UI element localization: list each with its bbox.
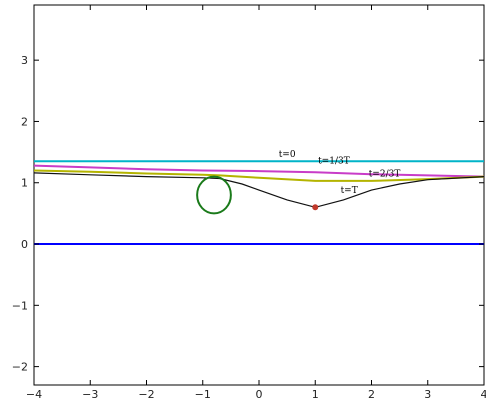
y-tick-label: 2 — [21, 115, 28, 128]
x-tick-label: −4 — [26, 388, 42, 401]
curve-label-2: t=2/3T — [369, 170, 401, 180]
x-tick-label: 3 — [424, 388, 431, 401]
curve-label-3: t=T — [341, 186, 358, 196]
plot-area — [33, 4, 485, 386]
x-tick-label: −2 — [138, 388, 154, 401]
x-tick-label: 1 — [312, 388, 319, 401]
curve-label-0: t=0 — [279, 150, 296, 160]
y-tick-label: 1 — [21, 177, 28, 190]
x-tick-label: 4 — [481, 388, 486, 401]
y-tick-label: −2 — [12, 361, 28, 374]
x-tick-label: 2 — [368, 388, 375, 401]
point-marker — [312, 204, 319, 211]
x-tick-label: 0 — [256, 388, 263, 401]
series-line-2 — [33, 169, 485, 182]
series-lines — [33, 160, 485, 245]
series-line-3 — [33, 172, 485, 208]
y-tick-label: 3 — [21, 54, 28, 67]
x-tick-label: −3 — [82, 388, 98, 401]
series-line-1 — [33, 164, 485, 178]
y-tick-label: 0 — [21, 238, 28, 251]
annotations: t=0 t=1/3T t=2/3T t=T — [196, 150, 401, 215]
circle-marker — [196, 175, 232, 215]
y-tick-label: −1 — [12, 299, 28, 312]
axis-ticks: −4 −3 −2 −1 0 1 2 3 4 −2 −1 0 1 2 3 — [12, 5, 486, 401]
x-tick-label: −1 — [195, 388, 211, 401]
curve-label-1: t=1/3T — [318, 157, 350, 167]
